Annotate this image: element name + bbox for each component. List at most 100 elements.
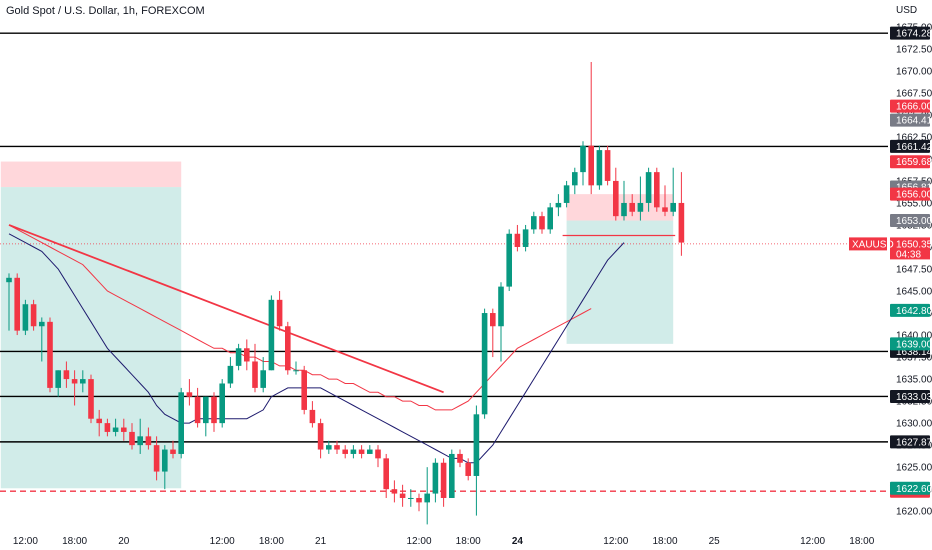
candle-body bbox=[662, 207, 668, 212]
time-tick-label: 18:00 bbox=[849, 536, 874, 547]
candle-body bbox=[63, 370, 70, 380]
candle-body bbox=[432, 462, 439, 494]
current-price-value: 1650.35 bbox=[896, 239, 932, 250]
candle-body bbox=[104, 423, 111, 432]
candle-body bbox=[440, 462, 447, 498]
price-tick-label: 1670.00 bbox=[896, 66, 932, 77]
level-price-tag: 1661.42 bbox=[896, 142, 932, 153]
candle-body bbox=[178, 392, 184, 454]
price-tag-bg bbox=[890, 214, 930, 228]
candle-body bbox=[186, 392, 193, 397]
candle-body bbox=[654, 172, 660, 208]
time-axis: 12:00 18:00 20 12:00 18:00 21 12:00 18:00 24 12:0… bbox=[13, 536, 875, 547]
candle-body bbox=[227, 365, 234, 384]
level-price-tag-bg bbox=[890, 26, 930, 40]
candle-body bbox=[375, 449, 381, 459]
candle-body bbox=[80, 379, 86, 384]
ema-line bbox=[8, 224, 592, 411]
candle-body bbox=[613, 180, 619, 217]
price-tag: 1664.41 bbox=[896, 116, 932, 127]
time-tick-label: 18:00 bbox=[652, 536, 677, 547]
price-tag: 1642.80 bbox=[896, 306, 932, 317]
candle-body bbox=[391, 489, 398, 494]
candle-body bbox=[162, 449, 168, 472]
currency-label: USD bbox=[896, 5, 918, 16]
price-tag: 1653.00 bbox=[896, 216, 932, 227]
candle-body bbox=[465, 462, 471, 476]
time-tick-label: 24 bbox=[512, 536, 524, 547]
time-tick-label: 12:00 bbox=[406, 536, 431, 547]
candle-body bbox=[490, 313, 496, 327]
candle-body bbox=[572, 172, 578, 186]
candle-body bbox=[268, 299, 275, 371]
candle-body bbox=[596, 150, 603, 186]
time-tick-label: 18:00 bbox=[259, 536, 284, 547]
candle-body bbox=[358, 449, 365, 454]
candle-body bbox=[137, 436, 143, 446]
candle-body bbox=[326, 445, 332, 450]
candle-body bbox=[211, 396, 217, 424]
candle-body bbox=[621, 202, 627, 217]
candle-body bbox=[555, 202, 562, 208]
price-axis-bg bbox=[888, 0, 932, 550]
candle-body bbox=[563, 185, 570, 203]
price-tick-label: 1637.50 bbox=[896, 353, 932, 364]
candle-body bbox=[449, 453, 455, 498]
candle-body bbox=[47, 321, 53, 388]
candle-body bbox=[276, 299, 283, 327]
candle-body bbox=[547, 207, 553, 230]
price-tick-label: 1635.00 bbox=[896, 375, 932, 386]
candle-body bbox=[309, 409, 316, 424]
candle-body bbox=[6, 277, 12, 283]
level-price-tag-bg bbox=[890, 139, 930, 153]
trendline bbox=[8, 224, 444, 394]
candle-body bbox=[71, 379, 78, 384]
candle-body bbox=[481, 313, 488, 415]
reward-zone bbox=[566, 220, 674, 344]
candle-body bbox=[260, 370, 266, 388]
candle-body bbox=[293, 370, 299, 372]
risk-zone bbox=[0, 161, 182, 188]
candle-body bbox=[342, 449, 348, 454]
price-tick-label: 1640.00 bbox=[896, 331, 932, 342]
current-price-tag-bg bbox=[890, 237, 930, 260]
candle-body bbox=[55, 370, 61, 388]
time-tick-label: 21 bbox=[315, 536, 327, 547]
candle-body bbox=[235, 348, 242, 366]
candle-body bbox=[334, 445, 340, 450]
candle-body bbox=[14, 277, 20, 331]
time-tick-label: 18:00 bbox=[456, 536, 481, 547]
candle-body bbox=[170, 449, 176, 454]
candle-body bbox=[473, 414, 480, 476]
price-axis: 1620.001622.501625.001627.501630.001632.… bbox=[888, 0, 932, 550]
candle-body bbox=[22, 304, 29, 331]
candle-body bbox=[580, 145, 586, 173]
candle-body bbox=[145, 436, 152, 446]
price-tick-label: 1645.00 bbox=[896, 287, 932, 298]
candle-body bbox=[244, 348, 250, 362]
candle-body bbox=[514, 233, 521, 247]
candle-body bbox=[96, 418, 102, 424]
price-tag-bg bbox=[890, 187, 930, 201]
price-tags: 1674.28 1661.42 1638.14 1633.03 1627.87 1622.… bbox=[849, 26, 932, 498]
price-tick-label: 1647.50 bbox=[896, 265, 932, 276]
time-tick-label: 18:00 bbox=[62, 536, 87, 547]
position-zones bbox=[0, 161, 674, 489]
candle-body bbox=[129, 431, 135, 446]
candle-body bbox=[88, 379, 94, 419]
price-tick-label: 1630.00 bbox=[896, 419, 932, 430]
candle-body bbox=[252, 361, 258, 388]
candle-body bbox=[457, 453, 463, 463]
price-tag: 1639.00 bbox=[896, 339, 932, 350]
time-tick-label: 12:00 bbox=[13, 536, 38, 547]
candle-body bbox=[285, 326, 291, 371]
symbol-title: Gold Spot / U.S. Dollar, 1h, FOREXCOM bbox=[6, 5, 205, 17]
price-tick-label: 1620.00 bbox=[896, 507, 932, 518]
price-tag-bg bbox=[890, 113, 930, 127]
candles bbox=[6, 62, 685, 525]
candle-body bbox=[498, 286, 504, 327]
price-tick-label: 1662.50 bbox=[896, 132, 932, 143]
candle-body bbox=[30, 304, 37, 327]
time-tick-label: 12:00 bbox=[800, 536, 825, 547]
